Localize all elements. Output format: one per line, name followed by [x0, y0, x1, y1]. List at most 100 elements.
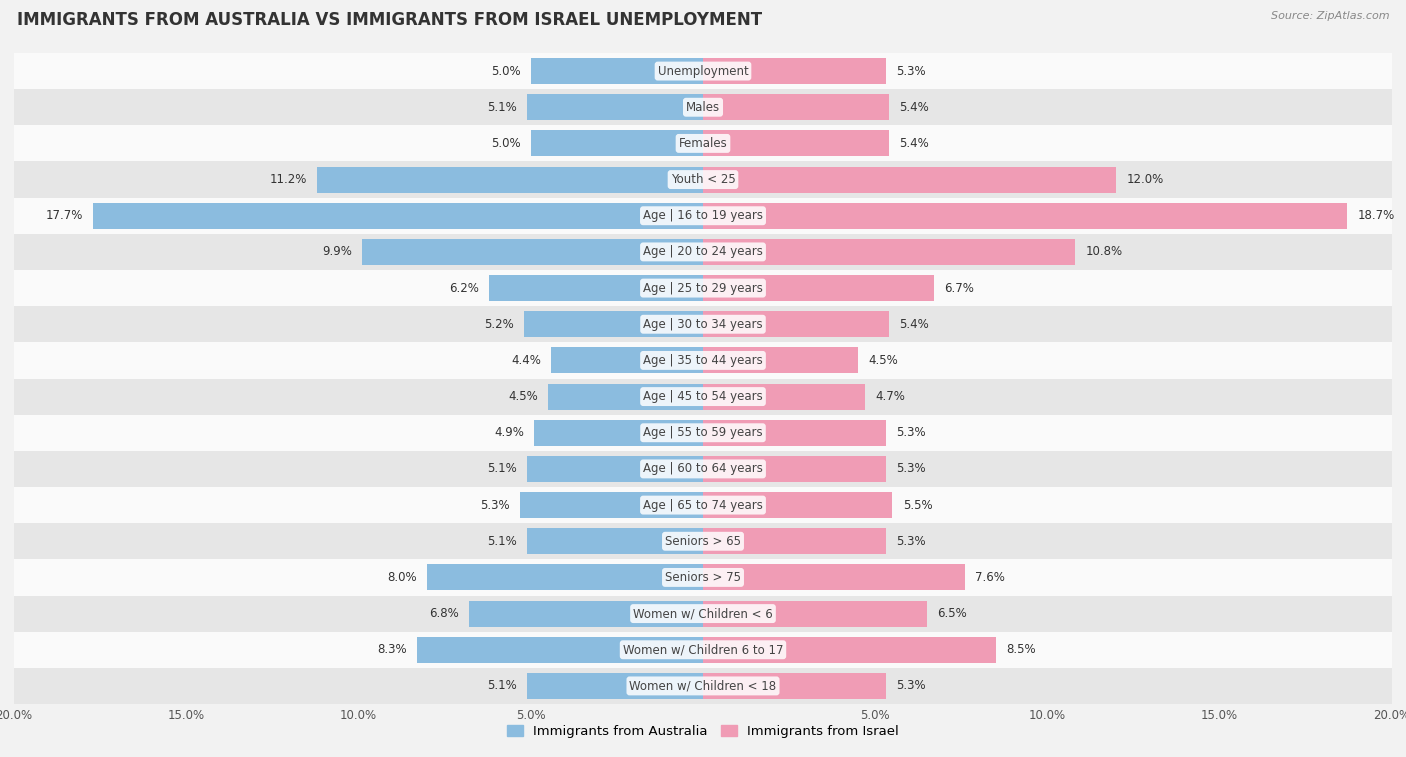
Bar — [527, 94, 703, 120]
Text: 4.7%: 4.7% — [875, 390, 905, 403]
Bar — [527, 456, 703, 482]
Text: 5.1%: 5.1% — [488, 463, 517, 475]
Bar — [531, 130, 703, 157]
Text: IMMIGRANTS FROM AUSTRALIA VS IMMIGRANTS FROM ISRAEL UNEMPLOYMENT: IMMIGRANTS FROM AUSTRALIA VS IMMIGRANTS … — [17, 11, 762, 30]
Bar — [14, 668, 1392, 704]
Bar — [703, 384, 865, 410]
Text: Seniors > 75: Seniors > 75 — [665, 571, 741, 584]
Text: 5.4%: 5.4% — [900, 318, 929, 331]
Bar — [703, 130, 889, 157]
Text: 9.9%: 9.9% — [322, 245, 352, 258]
Bar — [703, 203, 1347, 229]
Bar — [14, 487, 1392, 523]
Text: 4.9%: 4.9% — [494, 426, 524, 439]
Bar — [703, 456, 886, 482]
Bar — [14, 306, 1392, 342]
Bar — [703, 637, 995, 663]
Text: 5.1%: 5.1% — [488, 534, 517, 548]
Text: Age | 65 to 74 years: Age | 65 to 74 years — [643, 499, 763, 512]
Text: Age | 60 to 64 years: Age | 60 to 64 years — [643, 463, 763, 475]
Text: 17.7%: 17.7% — [45, 209, 83, 223]
Text: Males: Males — [686, 101, 720, 114]
Legend: Immigrants from Australia, Immigrants from Israel: Immigrants from Australia, Immigrants fr… — [502, 719, 904, 743]
Text: 6.7%: 6.7% — [945, 282, 974, 294]
Bar — [361, 239, 703, 265]
Text: Females: Females — [679, 137, 727, 150]
Text: 5.1%: 5.1% — [488, 101, 517, 114]
Bar — [427, 565, 703, 590]
Bar — [14, 631, 1392, 668]
Text: 5.1%: 5.1% — [488, 680, 517, 693]
Bar — [548, 384, 703, 410]
Text: 8.5%: 8.5% — [1007, 643, 1036, 656]
Bar — [14, 198, 1392, 234]
Text: 5.3%: 5.3% — [896, 64, 925, 77]
Text: 4.5%: 4.5% — [869, 354, 898, 367]
Bar — [520, 492, 703, 518]
Text: Age | 45 to 54 years: Age | 45 to 54 years — [643, 390, 763, 403]
Text: 5.3%: 5.3% — [896, 680, 925, 693]
Text: 8.3%: 8.3% — [377, 643, 406, 656]
Bar — [14, 89, 1392, 126]
Bar — [703, 492, 893, 518]
Text: 6.2%: 6.2% — [450, 282, 479, 294]
Text: 5.2%: 5.2% — [484, 318, 513, 331]
Bar — [14, 378, 1392, 415]
Bar — [318, 167, 703, 192]
Text: 5.0%: 5.0% — [491, 64, 520, 77]
Bar — [14, 523, 1392, 559]
Text: 10.8%: 10.8% — [1085, 245, 1122, 258]
Text: Women w/ Children < 18: Women w/ Children < 18 — [630, 680, 776, 693]
Text: 5.4%: 5.4% — [900, 101, 929, 114]
Text: Age | 20 to 24 years: Age | 20 to 24 years — [643, 245, 763, 258]
Text: 5.4%: 5.4% — [900, 137, 929, 150]
Text: Seniors > 65: Seniors > 65 — [665, 534, 741, 548]
Text: Source: ZipAtlas.com: Source: ZipAtlas.com — [1271, 11, 1389, 21]
Text: 5.0%: 5.0% — [491, 137, 520, 150]
Text: Women w/ Children < 6: Women w/ Children < 6 — [633, 607, 773, 620]
Bar — [703, 58, 886, 84]
Text: Age | 35 to 44 years: Age | 35 to 44 years — [643, 354, 763, 367]
Bar — [703, 565, 965, 590]
Text: 6.8%: 6.8% — [429, 607, 458, 620]
Text: Women w/ Children 6 to 17: Women w/ Children 6 to 17 — [623, 643, 783, 656]
Bar — [703, 528, 886, 554]
Bar — [14, 451, 1392, 487]
Bar — [14, 161, 1392, 198]
Bar — [14, 234, 1392, 270]
Bar — [527, 673, 703, 699]
Text: 7.6%: 7.6% — [976, 571, 1005, 584]
Text: Youth < 25: Youth < 25 — [671, 173, 735, 186]
Bar — [418, 637, 703, 663]
Text: Age | 25 to 29 years: Age | 25 to 29 years — [643, 282, 763, 294]
Bar — [14, 596, 1392, 631]
Text: 4.4%: 4.4% — [512, 354, 541, 367]
Bar — [703, 311, 889, 338]
Bar — [93, 203, 703, 229]
Bar — [531, 58, 703, 84]
Bar — [468, 600, 703, 627]
Bar — [14, 342, 1392, 378]
Text: 5.5%: 5.5% — [903, 499, 932, 512]
Text: 8.0%: 8.0% — [388, 571, 418, 584]
Text: Age | 16 to 19 years: Age | 16 to 19 years — [643, 209, 763, 223]
Text: 18.7%: 18.7% — [1358, 209, 1395, 223]
Bar — [703, 239, 1076, 265]
Text: 4.5%: 4.5% — [508, 390, 537, 403]
Text: 11.2%: 11.2% — [270, 173, 307, 186]
Text: Age | 30 to 34 years: Age | 30 to 34 years — [643, 318, 763, 331]
Bar — [14, 126, 1392, 161]
Bar — [551, 347, 703, 373]
Bar — [703, 673, 886, 699]
Bar — [524, 311, 703, 338]
Text: 5.3%: 5.3% — [896, 534, 925, 548]
Bar — [534, 419, 703, 446]
Bar — [703, 275, 934, 301]
Bar — [489, 275, 703, 301]
Bar — [703, 167, 1116, 192]
Bar — [703, 94, 889, 120]
Bar — [527, 528, 703, 554]
Text: Age | 55 to 59 years: Age | 55 to 59 years — [643, 426, 763, 439]
Text: 5.3%: 5.3% — [896, 463, 925, 475]
Text: 12.0%: 12.0% — [1126, 173, 1164, 186]
